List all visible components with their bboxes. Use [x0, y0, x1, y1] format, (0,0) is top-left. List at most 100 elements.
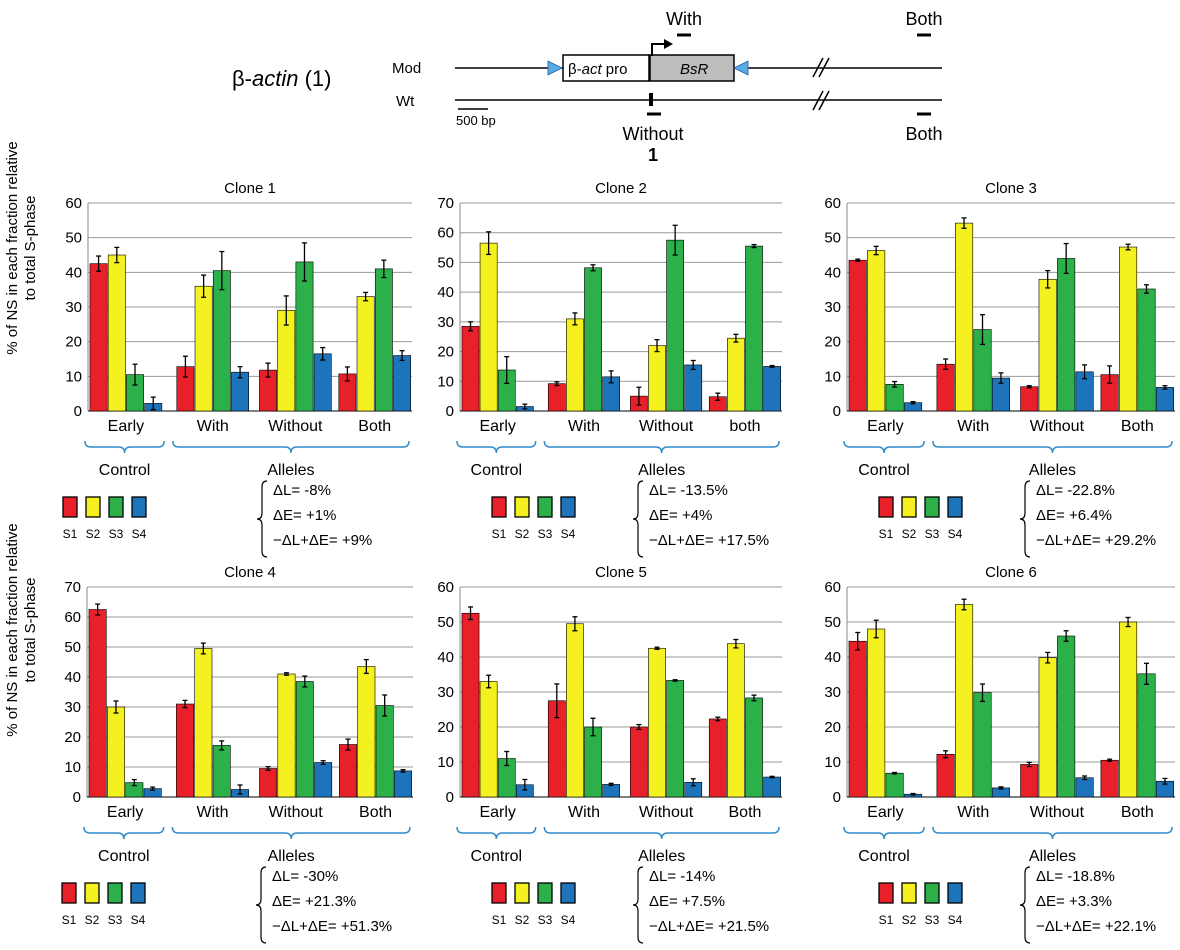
- bar-s1: [1020, 386, 1039, 412]
- category-label: Without: [639, 804, 694, 821]
- legend-swatch-s2: [514, 882, 530, 904]
- stats-line: −ΔL+ΔE= +22.1%: [1036, 918, 1156, 935]
- legend-label: S4: [948, 527, 963, 541]
- category-label: With: [568, 418, 600, 435]
- control-group-label: Control: [858, 848, 910, 865]
- category-label: Early: [479, 418, 515, 435]
- bar-s2: [194, 648, 213, 798]
- stats-line: −ΔL+ΔE= +29.2%: [1036, 532, 1156, 549]
- legend-label: S3: [108, 913, 123, 927]
- y-tick-label: 10: [824, 368, 841, 385]
- bar-s4: [602, 784, 620, 798]
- category-label: Without: [1030, 804, 1085, 821]
- scale-label: 500 bp: [456, 113, 496, 128]
- legend-swatch-s3: [537, 496, 553, 518]
- legend-label: S2: [902, 913, 917, 927]
- y-tick-label: 40: [437, 284, 454, 301]
- bar-s4: [314, 762, 333, 798]
- stats-line: ΔL= -22.8%: [1036, 482, 1115, 499]
- bar-s3: [666, 239, 684, 412]
- y-tick-label: 50: [437, 614, 454, 631]
- bar-s3: [374, 268, 393, 412]
- legend-label: S3: [925, 527, 940, 541]
- probe-without-label: Without: [622, 124, 683, 144]
- clone-chart-panel: Clone 5 0 10 20 30 40 50 60 Early With Without Both…: [437, 564, 782, 944]
- bar-s2: [1119, 621, 1138, 798]
- control-group-label: Control: [98, 848, 150, 865]
- control-group-label: Control: [858, 462, 910, 479]
- legend-label: S1: [492, 913, 507, 927]
- bar-s1: [547, 383, 566, 412]
- bar-s4: [313, 353, 332, 412]
- y-tick-label: 50: [824, 614, 841, 631]
- bar-s1: [1100, 759, 1119, 798]
- legend-swatch-s2: [514, 496, 530, 518]
- category-label: Both: [358, 418, 391, 435]
- y-tick-label: 20: [64, 729, 81, 746]
- y-tick-label: 70: [437, 195, 454, 212]
- bar-s2: [955, 222, 974, 412]
- stats-line: ΔE= +6.4%: [1036, 507, 1112, 524]
- stats-brace: [255, 866, 267, 944]
- category-label: Early: [108, 418, 144, 435]
- stats-brace: [256, 480, 268, 558]
- y-tick-label: 10: [824, 754, 841, 771]
- legend-label: S3: [538, 527, 553, 541]
- control-group-label: Control: [471, 848, 523, 865]
- clone-chart-panel: Clone 4 0 10 20 30 40 50 60 70 Early With Without Bo…: [61, 564, 413, 944]
- y-tick-label: 40: [64, 669, 81, 686]
- y-tick-label: 10: [64, 759, 81, 776]
- y-tick-label: 30: [437, 314, 454, 331]
- alleles-group-label: Alleles: [1029, 848, 1076, 865]
- category-label: With: [197, 418, 229, 435]
- alleles-group-label: Alleles: [638, 848, 685, 865]
- y-tick-label: 30: [64, 699, 81, 716]
- y-tick-label: 0: [73, 789, 81, 806]
- control-bracket: [456, 826, 537, 840]
- y-tick-label: 60: [65, 195, 82, 212]
- bar-s3: [885, 772, 904, 798]
- y-tick-label: 40: [65, 264, 82, 281]
- bar-s1: [630, 726, 648, 798]
- bar-s3: [295, 681, 314, 798]
- category-label: Early: [107, 804, 143, 821]
- y-tick-label: 60: [437, 579, 454, 596]
- chart-title: Clone 2: [595, 180, 647, 197]
- bar-s1: [1020, 764, 1039, 798]
- legend-label: S2: [85, 913, 100, 927]
- category-label: Without: [639, 418, 694, 435]
- y-tick-label: 20: [824, 719, 841, 736]
- bar-s3: [1057, 635, 1076, 798]
- bar-s3: [584, 267, 602, 412]
- category-label: Both: [359, 804, 392, 821]
- stats-line: ΔE= +7.5%: [649, 893, 725, 910]
- legend-label: S1: [62, 913, 77, 927]
- stats-line: ΔL= -13.5%: [649, 482, 728, 499]
- category-label: Without: [269, 804, 324, 821]
- bar-s3: [212, 745, 231, 798]
- stats-line: ΔL= -18.8%: [1036, 868, 1115, 885]
- chart-title: Clone 1: [224, 180, 276, 197]
- y-tick-label: 60: [437, 225, 454, 242]
- clone-chart-panel: Clone 3 0 10 20 30 40 50 60 Early With Without Both…: [824, 180, 1175, 558]
- stats-line: ΔE= +21.3%: [272, 893, 356, 910]
- bar-s4: [1155, 387, 1174, 412]
- category-label: With: [957, 804, 989, 821]
- legend-label: S3: [109, 527, 124, 541]
- bar-s3: [745, 697, 763, 798]
- bar-s2: [357, 666, 376, 798]
- stats-line: −ΔL+ΔE= +21.5%: [649, 918, 769, 935]
- bsr-box: [649, 54, 735, 82]
- legend-label: S4: [561, 913, 576, 927]
- probe-number: 1: [648, 145, 658, 165]
- bar-s4: [763, 776, 781, 798]
- wt-label: Wt: [396, 93, 415, 110]
- legend-label: S1: [879, 913, 894, 927]
- bar-s2: [277, 673, 296, 798]
- bar-s3: [885, 384, 904, 412]
- alleles-group-label: Alleles: [267, 462, 314, 479]
- stats-line: ΔE= +3.3%: [1036, 893, 1112, 910]
- bar-s3: [212, 270, 231, 412]
- legend-swatch-s1: [61, 882, 77, 904]
